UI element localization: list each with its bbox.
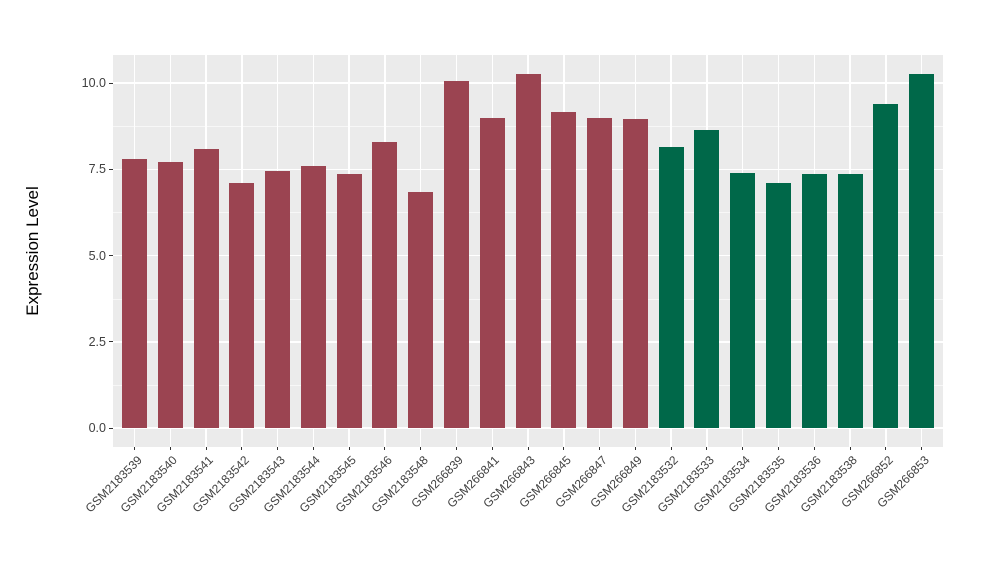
y-tick-label: 7.5: [88, 162, 106, 177]
y-tick-mark: [109, 255, 113, 256]
bar-GSM2183536: [801, 174, 827, 428]
bar-GSM2183542: [229, 183, 255, 428]
x-tick-mark: [384, 447, 386, 450]
bar-GSM2183538: [837, 174, 863, 428]
x-tick-mark: [491, 447, 493, 450]
x-tick-mark: [420, 447, 422, 450]
x-tick-mark: [277, 447, 279, 450]
bar-GSM266839: [443, 81, 469, 428]
bar-GSM2183534: [730, 172, 756, 428]
bar-GSM2183543: [265, 171, 291, 428]
bar-GSM266853: [909, 74, 934, 428]
bar-GSM2183548: [408, 191, 434, 428]
bar-GSM266849: [622, 119, 648, 428]
y-tick-mark: [109, 341, 113, 343]
bar-GSM2183535: [765, 183, 791, 428]
x-tick-mark: [563, 447, 565, 450]
x-tick-mark: [169, 447, 171, 450]
bar-GSM266843: [515, 74, 541, 428]
x-tick-mark: [205, 447, 207, 450]
y-tick-label: 2.5: [88, 334, 106, 349]
bar-GSM266852: [873, 103, 899, 428]
bar-GSM2183539: [122, 158, 147, 428]
x-tick-mark: [527, 447, 529, 450]
bar-GSM2183545: [336, 174, 362, 428]
bar-GSM2183541: [193, 148, 219, 428]
x-tick-mark: [885, 447, 887, 450]
bar-GSM266841: [479, 117, 505, 428]
x-tick-mark: [134, 447, 135, 450]
x-tick-mark: [777, 447, 779, 450]
x-tick-mark: [634, 447, 636, 450]
x-tick-mark: [312, 447, 314, 450]
plot-panel: [113, 55, 943, 447]
x-tick-mark: [241, 447, 243, 450]
x-tick-mark: [813, 447, 815, 450]
x-tick-mark: [599, 447, 601, 450]
bar-GSM266847: [587, 117, 613, 428]
x-tick-mark: [455, 447, 457, 450]
x-tick-mark: [348, 447, 350, 450]
y-tick-mark: [109, 168, 113, 170]
bar-GSM2183540: [157, 162, 183, 428]
x-tick-mark: [921, 447, 922, 450]
bar-GSM2183532: [658, 146, 684, 428]
bar-GSM2183533: [694, 129, 720, 428]
y-tick-label: 10.0: [81, 76, 106, 90]
x-tick-mark: [670, 447, 672, 450]
y-tick-label: 5.0: [88, 248, 106, 263]
bar-GSM266845: [551, 112, 577, 428]
major-gridline: [113, 427, 943, 429]
bar-GSM2183544: [300, 165, 326, 428]
x-tick-mark: [706, 447, 708, 450]
x-tick-mark: [742, 447, 744, 450]
y-tick-mark: [109, 82, 113, 84]
y-tick-mark: [109, 427, 113, 429]
bar-GSM2183546: [372, 141, 398, 428]
x-tick-mark: [849, 447, 851, 450]
y-axis-title: Expression Level: [23, 186, 42, 316]
y-tick-label: 0.0: [88, 421, 106, 435]
